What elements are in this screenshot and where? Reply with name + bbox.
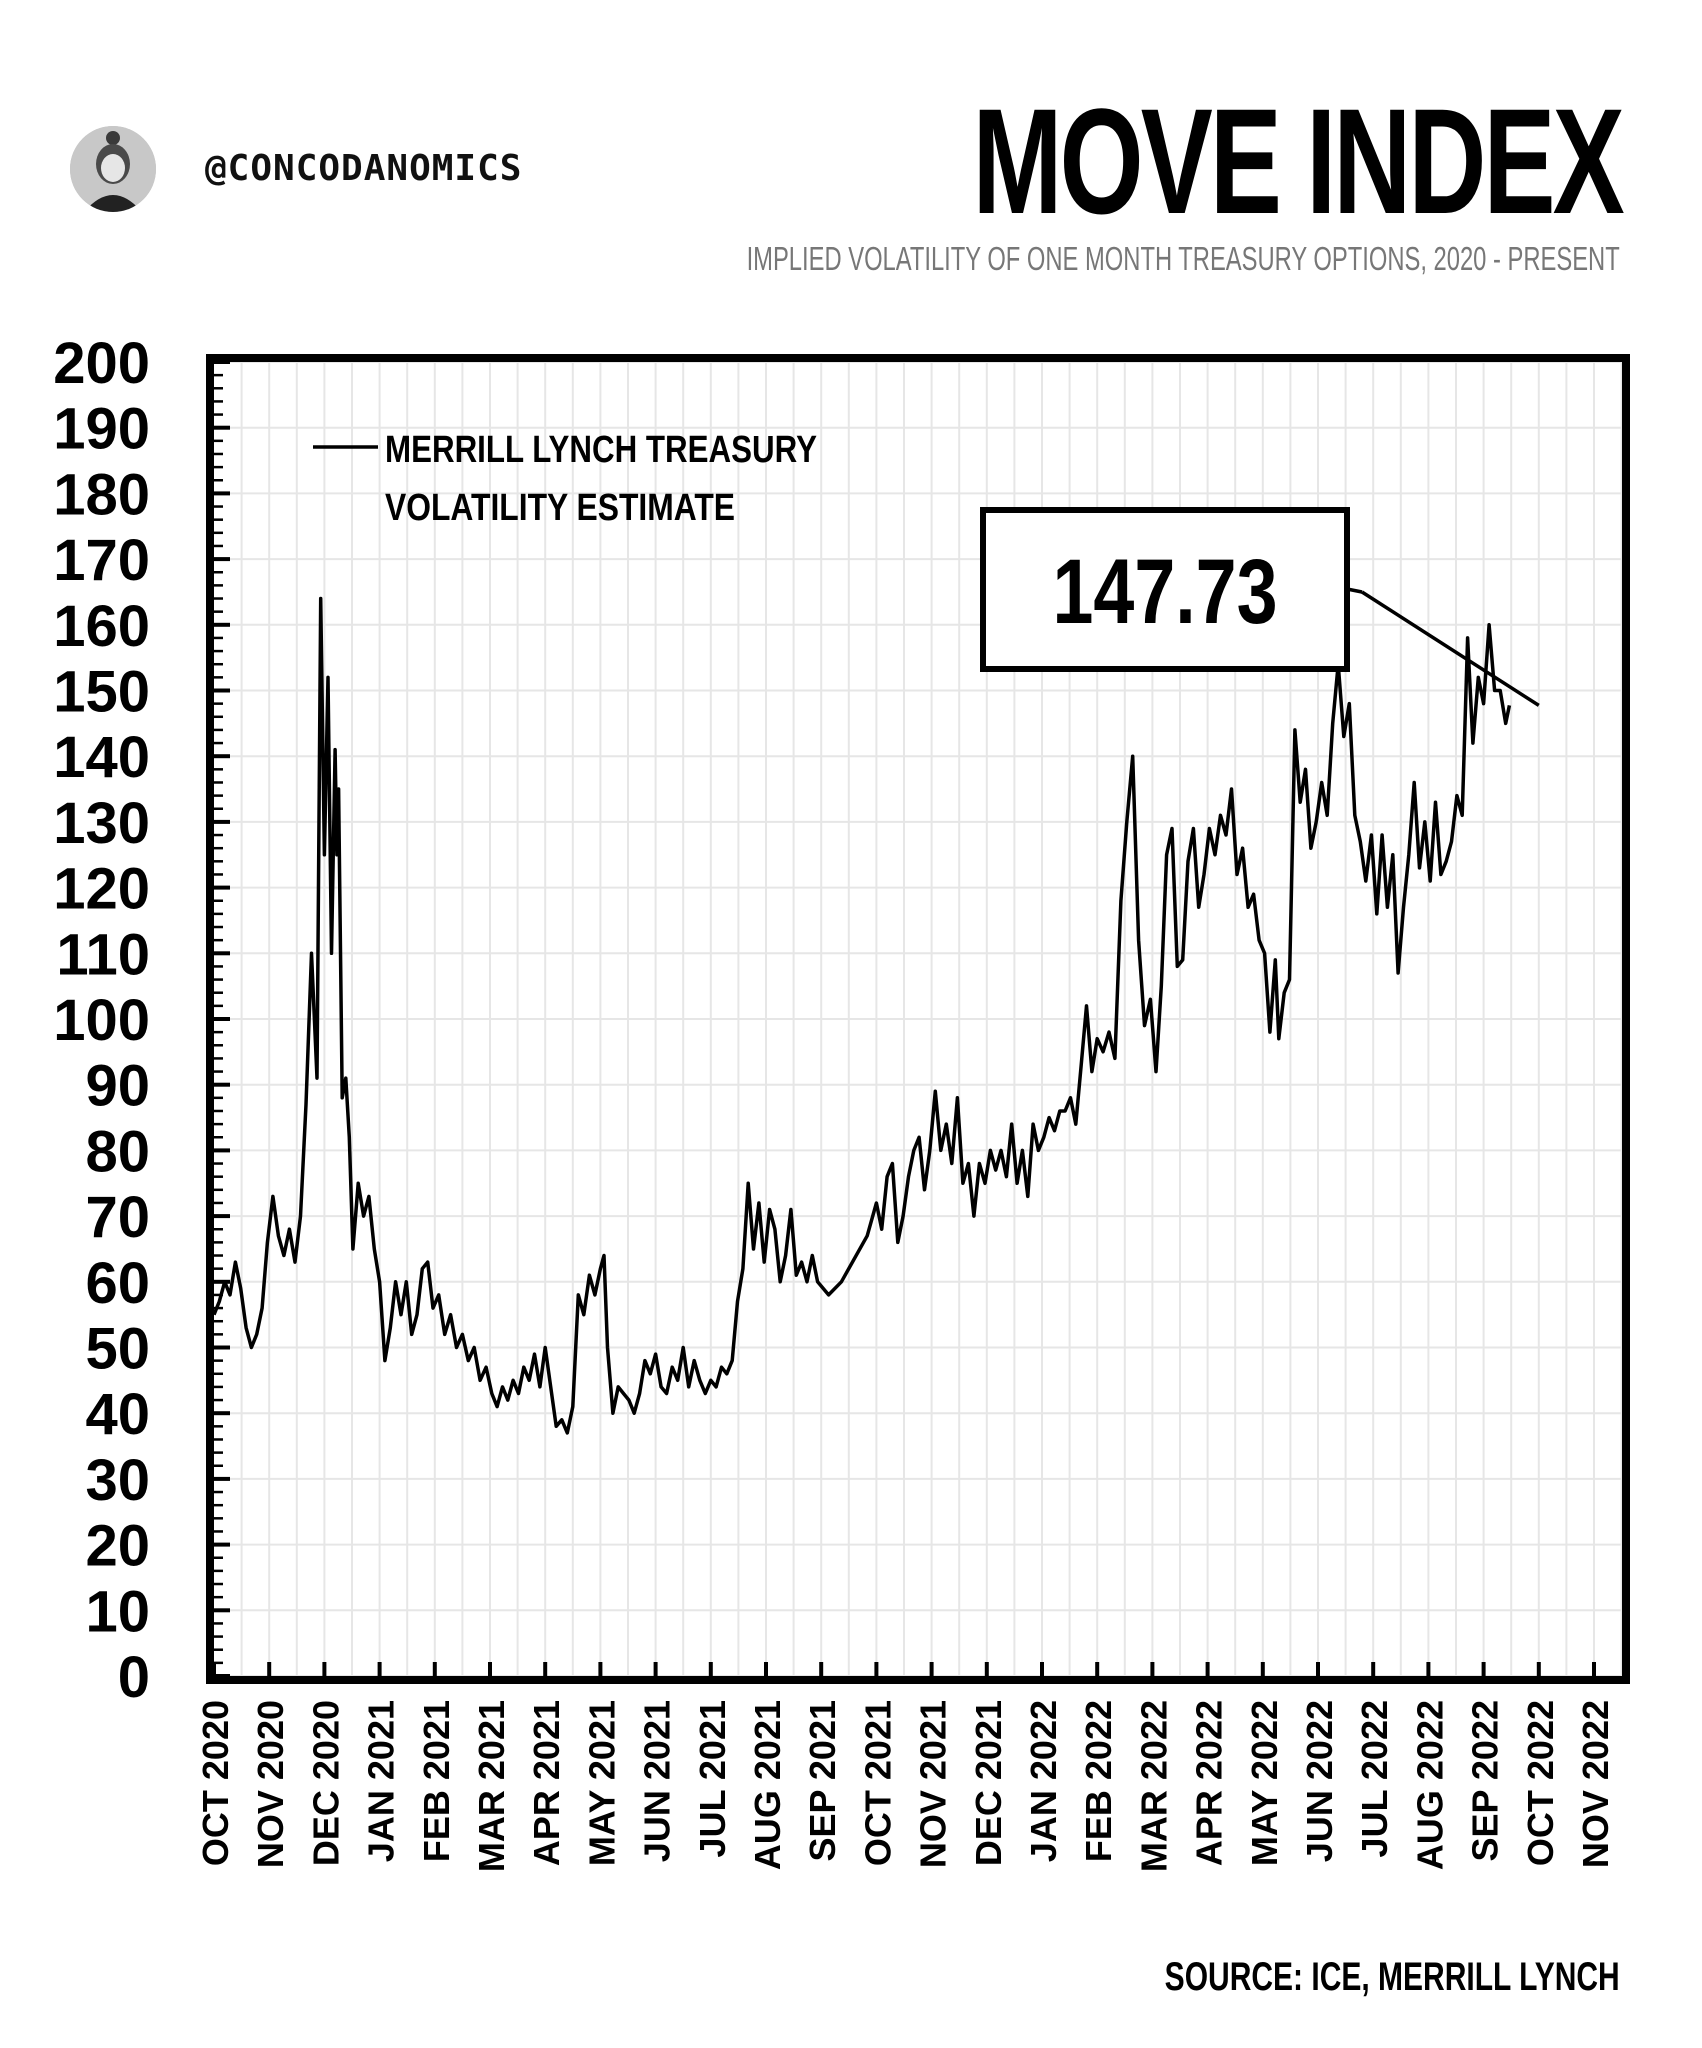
x-tick-label: DEC 2020 xyxy=(305,1700,346,1866)
y-tick-label: 120 xyxy=(53,857,150,922)
y-tick-label: 130 xyxy=(53,791,150,856)
author-handle: @CONCODANOMICS xyxy=(205,148,523,189)
y-tick-label: 200 xyxy=(53,331,150,396)
legend-label-line1: MERRILL LYNCH TREASURY xyxy=(385,429,817,471)
y-tick-label: 140 xyxy=(53,725,150,790)
y-tick-label: 190 xyxy=(53,397,150,462)
x-tick-label: JAN 2021 xyxy=(361,1700,402,1862)
y-tick-label: 90 xyxy=(85,1054,150,1119)
y-tick-label: 40 xyxy=(85,1382,150,1447)
series-line xyxy=(212,596,1512,1435)
y-tick-label: 20 xyxy=(85,1514,150,1579)
legend: MERRILL LYNCH TREASURY VOLATILITY ESTIMA… xyxy=(313,429,817,529)
avatar xyxy=(70,126,156,212)
source-note: SOURCE: ICE, MERRILL LYNCH xyxy=(1164,1955,1620,1999)
x-tick-label: OCT 2022 xyxy=(1520,1700,1561,1866)
x-tick-label: APR 2021 xyxy=(526,1700,567,1866)
y-tick-label: 150 xyxy=(53,660,150,725)
plot-frame xyxy=(206,354,1630,1684)
axis-ticks xyxy=(212,360,1596,1678)
x-tick-label: MAR 2021 xyxy=(471,1700,512,1872)
y-tick-label: 70 xyxy=(85,1185,150,1250)
x-tick-label: OCT 2021 xyxy=(857,1700,898,1866)
x-tick-label: MAY 2022 xyxy=(1244,1700,1285,1866)
callout-value: 147.73 xyxy=(1053,541,1278,643)
x-tick-label: NOV 2020 xyxy=(250,1700,291,1868)
x-tick-label: NOV 2022 xyxy=(1575,1700,1616,1868)
value-callout: 147.73 xyxy=(980,507,1540,707)
x-tick-label: SEP 2022 xyxy=(1465,1700,1506,1861)
x-tick-label: FEB 2021 xyxy=(416,1700,457,1862)
x-tick-label: JUN 2022 xyxy=(1299,1700,1340,1862)
x-tick-label: OCT 2020 xyxy=(195,1700,236,1866)
x-tick-label: JAN 2022 xyxy=(1023,1700,1064,1862)
y-tick-label: 160 xyxy=(53,594,150,659)
chart-subtitle: IMPLIED VOLATILITY OF ONE MONTH TREASURY… xyxy=(746,240,1620,277)
x-tick-label: NOV 2021 xyxy=(913,1700,954,1868)
x-tick-label: DEC 2021 xyxy=(968,1700,1009,1866)
x-axis-labels: OCT 2020 NOV 2020 DEC 2020 JAN 2021 FEB 2021… xyxy=(195,1700,1616,1872)
x-tick-label: MAR 2022 xyxy=(1133,1700,1174,1872)
y-tick-label: 30 xyxy=(85,1448,150,1513)
x-tick-label: MAY 2021 xyxy=(581,1700,622,1866)
y-tick-label: 60 xyxy=(85,1251,150,1316)
y-tick-label: 110 xyxy=(56,922,150,987)
callout-leader-tail xyxy=(1361,590,1540,707)
x-tick-label: AUG 2022 xyxy=(1409,1700,1450,1870)
x-tick-label: AUG 2021 xyxy=(747,1700,788,1870)
callout-box xyxy=(980,507,1350,672)
gridlines xyxy=(214,361,1623,1677)
y-tick-label: 100 xyxy=(53,988,150,1053)
y-tick-label: 10 xyxy=(85,1579,150,1644)
y-tick-label: 180 xyxy=(53,462,150,527)
x-tick-label: APR 2022 xyxy=(1189,1700,1230,1866)
y-axis-labels: 0102030405060708090100110120130140150160… xyxy=(53,331,150,1710)
x-tick-label: JUL 2021 xyxy=(692,1700,733,1857)
chart-title: MOVE INDEX xyxy=(972,77,1625,245)
y-tick-label: 80 xyxy=(85,1119,150,1184)
x-tick-label: JUL 2022 xyxy=(1354,1700,1395,1857)
x-tick-label: SEP 2021 xyxy=(802,1700,843,1861)
legend-label-line2: VOLATILITY ESTIMATE xyxy=(385,487,735,529)
y-tick-label: 0 xyxy=(118,1645,150,1710)
x-tick-label: JUN 2021 xyxy=(637,1700,678,1862)
y-tick-label: 50 xyxy=(85,1317,150,1382)
x-tick-label: FEB 2022 xyxy=(1078,1700,1119,1862)
y-tick-label: 170 xyxy=(53,528,150,593)
